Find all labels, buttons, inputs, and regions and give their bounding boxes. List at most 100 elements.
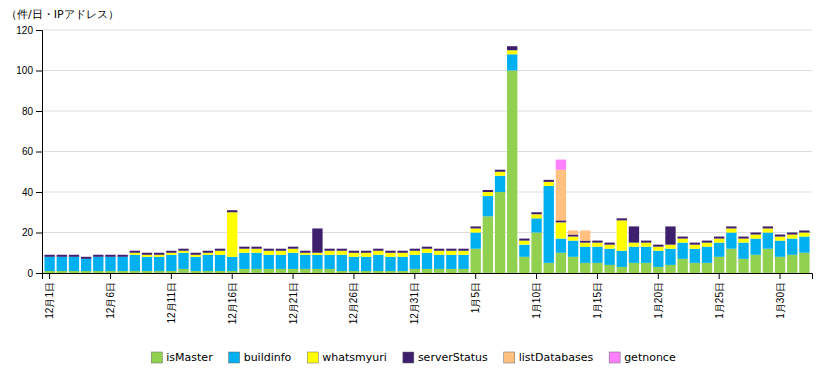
bar-segment bbox=[471, 249, 481, 273]
bar-segment bbox=[726, 233, 736, 249]
x-tick-mark bbox=[414, 273, 415, 279]
x-tick: 1月15日 bbox=[592, 273, 603, 319]
bar-segment bbox=[385, 250, 395, 251]
bar-segment bbox=[44, 254, 54, 255]
bar-segment bbox=[373, 271, 383, 273]
bar-segment bbox=[507, 46, 517, 47]
y-axis-line bbox=[36, 31, 43, 274]
bar-segment bbox=[738, 236, 748, 237]
bar-segment bbox=[580, 230, 590, 240]
grid-line bbox=[42, 70, 812, 71]
bar-segment bbox=[653, 267, 663, 273]
bar-segment bbox=[775, 234, 785, 235]
bar-segment bbox=[410, 251, 420, 255]
bar-segment bbox=[154, 252, 164, 253]
bar-segment bbox=[702, 243, 712, 247]
bar-segment bbox=[751, 232, 761, 233]
bar-segment bbox=[349, 250, 359, 251]
bar-segment bbox=[117, 254, 127, 255]
bar-segment bbox=[166, 253, 176, 255]
bar-segment bbox=[239, 269, 249, 273]
bar-segment bbox=[203, 253, 213, 255]
bar-segment bbox=[349, 251, 359, 253]
bar-segment bbox=[483, 196, 493, 216]
bar-segment bbox=[93, 254, 103, 255]
bar-segment bbox=[519, 245, 529, 257]
bar-segment bbox=[446, 269, 456, 273]
bar-segment bbox=[592, 240, 602, 241]
bar-segment bbox=[787, 233, 797, 235]
bar-segment bbox=[677, 239, 687, 243]
y-tick-mark bbox=[36, 233, 42, 234]
bar-segment bbox=[142, 253, 152, 255]
bar-segment bbox=[130, 250, 140, 251]
bar-segment bbox=[617, 218, 627, 219]
bar-segment bbox=[410, 249, 420, 251]
x-tick-label: 12月1日 bbox=[44, 282, 55, 319]
y-tick-mark bbox=[36, 30, 42, 31]
bar-segment bbox=[775, 234, 785, 235]
x-tick-mark bbox=[49, 273, 50, 279]
x-tick-label: 12月6日 bbox=[105, 282, 116, 319]
bar-segment bbox=[726, 226, 736, 227]
bar-segment bbox=[763, 228, 773, 232]
bar-segment bbox=[251, 246, 261, 247]
bar-segment bbox=[154, 257, 164, 271]
bar-segment bbox=[604, 245, 614, 249]
bar-segment bbox=[300, 253, 310, 255]
x-axis: 12月1日12月6日12月11日12月16日12月21日12月26日12月31日… bbox=[43, 273, 813, 324]
bar-segment bbox=[702, 241, 712, 243]
bar-segment bbox=[519, 238, 529, 239]
bar-segment bbox=[81, 257, 91, 259]
bar-segment bbox=[434, 269, 444, 273]
y-axis: 020406080100120 bbox=[16, 25, 42, 279]
bar-segment bbox=[751, 235, 761, 239]
x-tick-mark bbox=[780, 273, 781, 279]
x-tick: 1月5日 bbox=[470, 273, 481, 313]
bar-segment bbox=[787, 235, 797, 239]
bar-segment bbox=[446, 248, 456, 249]
bar-segment bbox=[288, 249, 298, 253]
bar-segment bbox=[337, 248, 347, 249]
bar-segment bbox=[130, 271, 140, 273]
bar-segment bbox=[57, 271, 67, 273]
bar-segment bbox=[471, 233, 481, 249]
legend-label: serverStatus bbox=[418, 351, 488, 364]
bar-segment bbox=[580, 241, 590, 243]
x-tick: 12月1日 bbox=[44, 273, 55, 319]
bar-segment bbox=[738, 259, 748, 273]
bar-segment bbox=[617, 218, 627, 219]
bar-segment bbox=[349, 257, 359, 271]
bar-segment bbox=[264, 248, 274, 249]
bar-segment bbox=[787, 239, 797, 255]
bar-segment bbox=[227, 271, 237, 273]
bar-segment bbox=[519, 238, 529, 239]
bar-segment bbox=[580, 247, 590, 263]
x-tick-mark bbox=[353, 273, 354, 279]
bar-segment bbox=[130, 255, 140, 271]
bar-segment bbox=[604, 249, 614, 265]
bar-segment bbox=[677, 236, 687, 237]
legend-label: isMaster bbox=[166, 351, 213, 364]
bar-segment bbox=[288, 269, 298, 273]
bar-segment bbox=[288, 247, 298, 249]
bar-segment bbox=[203, 250, 213, 251]
bar-segment bbox=[397, 257, 407, 271]
bar-segment bbox=[239, 246, 249, 247]
bar-segment bbox=[556, 170, 566, 221]
series-bars bbox=[44, 71, 809, 274]
legend-swatch bbox=[504, 352, 515, 363]
bar-segment bbox=[349, 253, 359, 257]
bar-segment bbox=[617, 220, 627, 250]
x-axis-line bbox=[43, 274, 813, 280]
legend-item: isMaster bbox=[151, 351, 213, 364]
bar-segment bbox=[483, 189, 493, 190]
bar-segment bbox=[178, 253, 188, 269]
bar-segment bbox=[361, 257, 371, 271]
bar-segment bbox=[215, 255, 225, 271]
bar-segment bbox=[93, 254, 103, 255]
bar-segment bbox=[227, 210, 237, 211]
legend-swatch bbox=[609, 352, 620, 363]
bar-segment bbox=[629, 243, 639, 247]
bar-segment bbox=[288, 246, 298, 247]
